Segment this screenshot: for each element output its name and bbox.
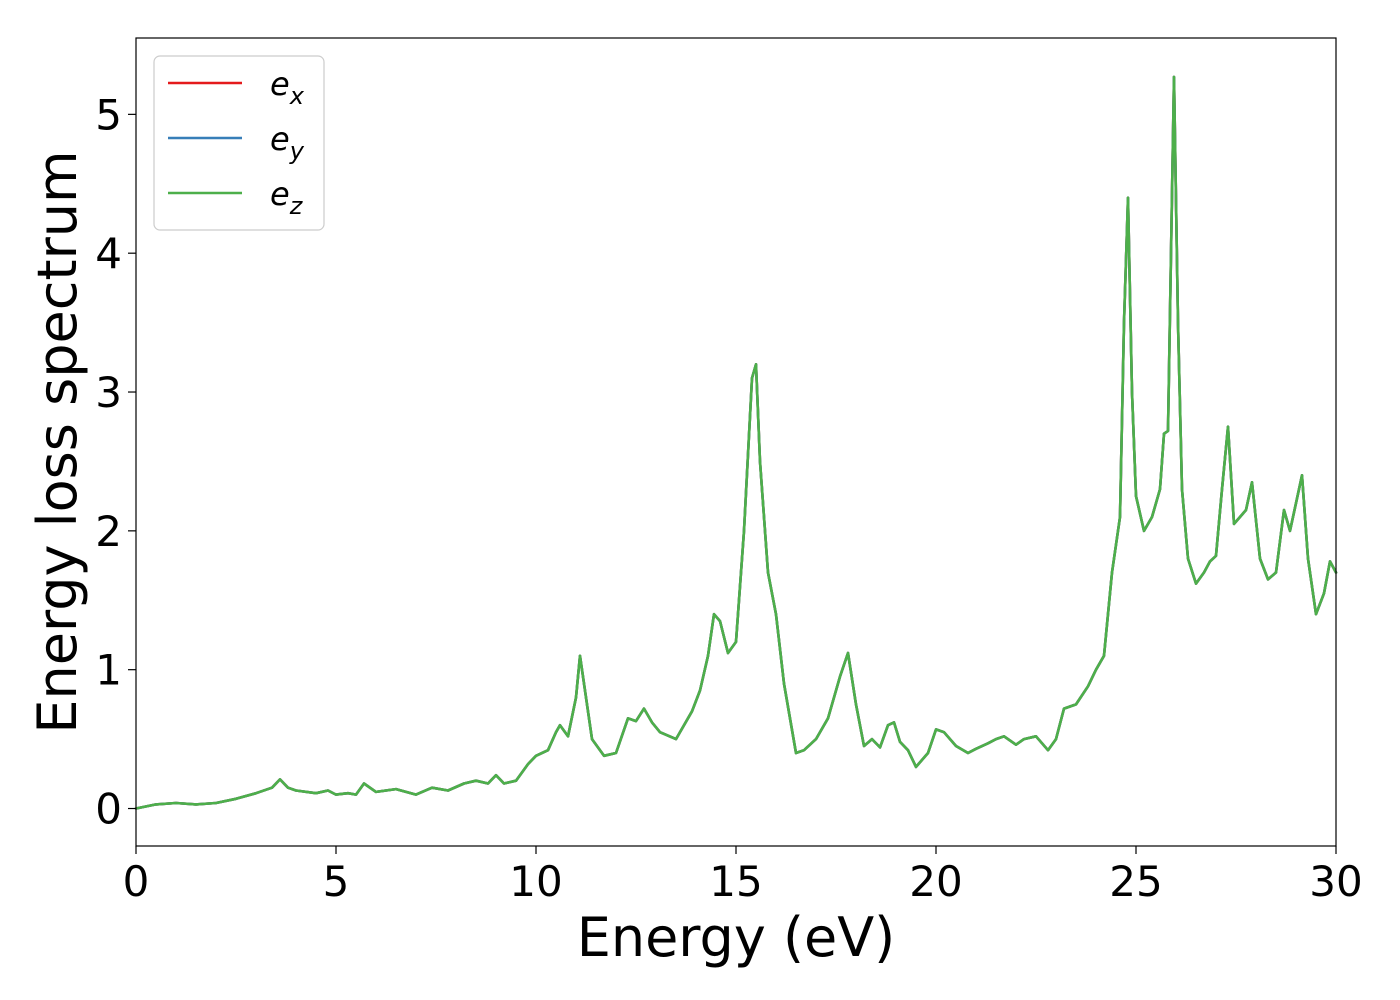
plot-lines bbox=[134, 75, 1338, 810]
y-tick-label: 5 bbox=[95, 90, 122, 139]
y-tick-label: 1 bbox=[95, 646, 122, 695]
x-tick-label: 20 bbox=[909, 857, 962, 906]
x-tick-label: 10 bbox=[509, 857, 562, 906]
x-tick-label: 0 bbox=[123, 857, 150, 906]
y-tick-label: 4 bbox=[95, 229, 122, 278]
legend-box bbox=[153, 55, 325, 231]
y-tick-label: 2 bbox=[95, 507, 122, 556]
x-tick-label: 30 bbox=[1309, 857, 1362, 906]
x-tick-label: 25 bbox=[1109, 857, 1162, 906]
y-tick-label: 3 bbox=[95, 368, 122, 417]
x-axis-ticks: 0 5 10 15 20 25 30 bbox=[123, 846, 1363, 906]
series-line-ez bbox=[134, 75, 1338, 810]
x-tick-label: 5 bbox=[323, 857, 350, 906]
y-tick-label: 0 bbox=[95, 785, 122, 834]
x-tick-label: 15 bbox=[709, 857, 762, 906]
y-axis-ticks: 0 1 2 3 4 5 bbox=[95, 90, 136, 834]
y-axis-label: Energy loss spectrum bbox=[26, 150, 89, 733]
x-axis-label: Energy (eV) bbox=[577, 906, 896, 969]
